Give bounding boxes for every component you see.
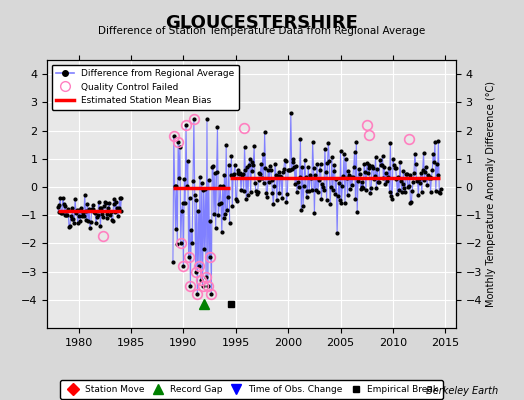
Legend: Station Move, Record Gap, Time of Obs. Change, Empirical Break: Station Move, Record Gap, Time of Obs. C… xyxy=(60,380,443,398)
Y-axis label: Monthly Temperature Anomaly Difference (°C): Monthly Temperature Anomaly Difference (… xyxy=(486,81,496,307)
Text: Berkeley Earth: Berkeley Earth xyxy=(425,386,498,396)
Text: Difference of Station Temperature Data from Regional Average: Difference of Station Temperature Data f… xyxy=(99,26,425,36)
Text: GLOUCESTERSHIRE: GLOUCESTERSHIRE xyxy=(166,14,358,32)
